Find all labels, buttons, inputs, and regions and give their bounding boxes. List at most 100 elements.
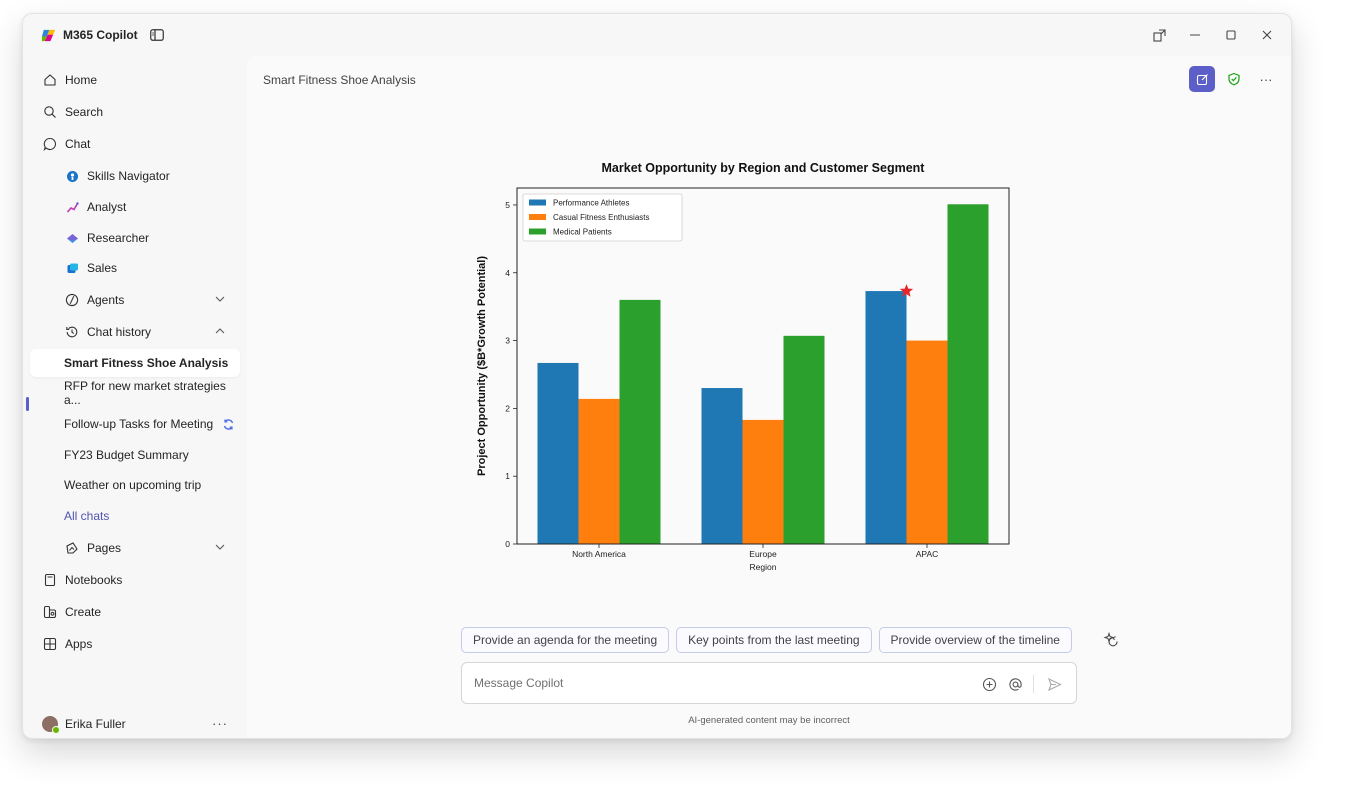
history-item-smart-fitness[interactable]: Smart Fitness Shoe Analysis: [30, 349, 240, 377]
all-chats-link[interactable]: All chats: [30, 502, 240, 530]
x-tick-label: North America: [572, 549, 626, 559]
bar-apac-1: [906, 340, 948, 544]
bar-chart: Market Opportunity by Region and Custome…: [476, 161, 1010, 572]
nav-notebooks[interactable]: Notebooks: [30, 566, 240, 594]
nav-chat-history[interactable]: Chat history: [30, 318, 240, 346]
chevron-up-icon: [215, 328, 225, 334]
agent-skills-navigator-label: Skills Navigator: [87, 169, 170, 183]
window-controls: [1141, 14, 1285, 56]
send-button[interactable]: [1044, 674, 1064, 694]
protection-button[interactable]: [1221, 66, 1247, 92]
close-button[interactable]: [1249, 20, 1285, 50]
more-options-button[interactable]: ···: [1259, 71, 1273, 87]
new-chat-button[interactable]: [1189, 66, 1215, 92]
legend-swatch: [529, 228, 546, 235]
nav-search-label: Search: [65, 105, 104, 119]
nav-chat[interactable]: Chat: [30, 130, 240, 158]
nav-pages[interactable]: Pages: [30, 534, 240, 562]
analyst-icon: [64, 199, 80, 215]
minimize-icon: [1190, 34, 1200, 36]
agent-skills-navigator[interactable]: Skills Navigator: [30, 162, 240, 190]
top-actions: ···: [1189, 66, 1279, 92]
y-tick-label: 2: [505, 403, 510, 413]
sales-icon: [64, 260, 80, 276]
app-title: M365 Copilot: [63, 28, 138, 42]
agent-analyst-label: Analyst: [87, 200, 127, 214]
prompt-agenda-chip[interactable]: Provide an agenda for the meeting: [461, 627, 670, 653]
nav-apps[interactable]: Apps: [30, 630, 240, 658]
history-item-label: RFP for new market strategies a...: [64, 379, 226, 407]
bar-north-america-1: [578, 398, 620, 544]
close-icon: [1262, 30, 1272, 40]
legend-label: Casual Fitness Enthusiasts: [553, 213, 650, 222]
y-axis-label: Project Opportunity ($B*Growth Potential…: [476, 256, 488, 476]
nav-apps-label: Apps: [65, 637, 93, 651]
agent-analyst[interactable]: Analyst: [30, 193, 240, 221]
bar-apac-2: [947, 204, 989, 544]
shield-check-icon: [1228, 72, 1240, 86]
user-more-button[interactable]: ···: [212, 716, 228, 731]
chart-title: Market Opportunity by Region and Custome…: [602, 161, 926, 175]
composer-divider: [1033, 675, 1034, 693]
maximize-button[interactable]: [1213, 20, 1249, 50]
nav-search[interactable]: Search: [30, 98, 240, 126]
add-circle-icon: [982, 677, 996, 691]
minimize-button[interactable]: [1177, 20, 1213, 50]
send-icon: [1047, 677, 1062, 691]
maximize-icon: [1226, 30, 1236, 40]
snap-window-button[interactable]: [1141, 20, 1177, 50]
nav-home[interactable]: Home: [30, 66, 240, 94]
agent-researcher[interactable]: Researcher: [30, 224, 240, 252]
legend-label: Medical Patients: [553, 228, 612, 237]
x-tick-label: Europe: [749, 549, 777, 559]
composer-tools: [973, 674, 1064, 694]
snap-icon: [1152, 28, 1166, 42]
agent-sales[interactable]: Sales: [30, 254, 240, 282]
nav-create[interactable]: Create: [30, 598, 240, 626]
agent-sales-label: Sales: [87, 261, 118, 275]
title-bar: M365 Copilot: [23, 14, 1291, 56]
history-icon: [64, 324, 80, 340]
mention-button[interactable]: [1005, 674, 1025, 694]
history-item-rfp[interactable]: RFP for new market strategies a...: [30, 379, 240, 407]
refresh-prompts-button[interactable]: [1099, 628, 1123, 652]
x-tick-label: APAC: [916, 549, 939, 559]
pages-icon: [64, 540, 80, 556]
history-item-label: Weather on upcoming trip: [64, 478, 202, 492]
user-profile[interactable]: Erika Fuller ···: [30, 710, 240, 738]
y-tick-label: 3: [505, 336, 510, 346]
star-marker: [899, 284, 914, 297]
avatar: [42, 716, 60, 734]
chat-title: Smart Fitness Shoe Analysis: [263, 73, 416, 87]
y-tick-label: 1: [505, 471, 510, 481]
add-attachment-button[interactable]: [979, 674, 999, 694]
history-item-label: Smart Fitness Shoe Analysis: [64, 356, 229, 370]
apps-icon: [42, 636, 58, 652]
history-item-label: FY23 Budget Summary: [64, 448, 189, 462]
sidebar-toggle-icon[interactable]: [149, 29, 164, 41]
history-item-weather[interactable]: Weather on upcoming trip: [30, 471, 240, 499]
plot-frame: [516, 187, 1010, 545]
at-mention-icon: [1008, 677, 1022, 691]
agents-icon: [64, 292, 80, 308]
prompt-key-points-chip[interactable]: Key points from the last meeting: [676, 627, 872, 653]
all-chats-label: All chats: [64, 509, 110, 523]
nav-chat-history-label: Chat history: [87, 325, 152, 339]
message-input[interactable]: [474, 676, 954, 690]
bar-apac-0: [865, 291, 907, 544]
user-name: Erika Fuller: [65, 717, 126, 731]
y-tick-label: 5: [505, 200, 510, 210]
copilot-logo-icon: [41, 29, 56, 41]
bar-europe-2: [783, 335, 825, 544]
skills-navigator-icon: [64, 168, 80, 184]
history-item-fy23[interactable]: FY23 Budget Summary: [30, 441, 240, 469]
legend-label: Performance Athletes: [553, 199, 629, 208]
prompt-timeline-chip[interactable]: Provide overview of the timeline: [878, 627, 1072, 653]
history-item-label: Follow-up Tasks for Meeting: [64, 417, 214, 431]
ai-disclaimer: AI-generated content may be incorrect: [688, 715, 850, 726]
search-icon: [42, 104, 58, 120]
bar-north-america-2: [619, 299, 661, 544]
nav-agents[interactable]: Agents: [30, 286, 240, 314]
history-item-follow-up[interactable]: Follow-up Tasks for Meeting: [30, 410, 240, 438]
legend-box: [522, 193, 683, 242]
